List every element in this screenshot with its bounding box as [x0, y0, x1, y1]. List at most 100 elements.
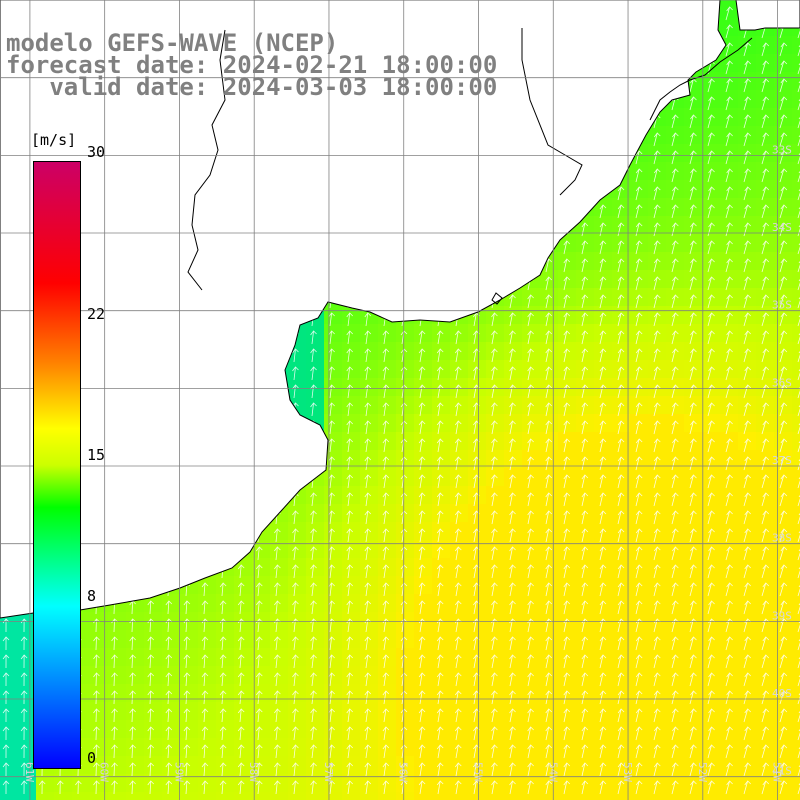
- field-cell: [414, 684, 433, 703]
- field-cell: [792, 720, 800, 739]
- field-cell: [738, 774, 757, 793]
- field-cell: [684, 468, 703, 487]
- field-cell: [378, 450, 397, 469]
- field-cell: [738, 648, 757, 667]
- field-cell: [558, 252, 577, 271]
- field-cell: [738, 666, 757, 685]
- field-cell: [666, 486, 685, 505]
- field-cell: [702, 738, 721, 757]
- field-cell: [324, 738, 343, 757]
- field-cell: [720, 414, 739, 433]
- field-cell: [576, 738, 595, 757]
- field-cell: [702, 468, 721, 487]
- field-cell: [504, 486, 523, 505]
- field-cell: [522, 720, 541, 739]
- field-cell: [540, 450, 559, 469]
- field-cell: [468, 558, 487, 577]
- field-cell: [414, 630, 433, 649]
- field-cell: [720, 0, 739, 19]
- colorbar-tick-30: 30: [87, 143, 106, 161]
- field-cell: [756, 702, 775, 721]
- field-cell: [396, 720, 415, 739]
- field-cell: [648, 756, 667, 775]
- field-cell: [540, 522, 559, 541]
- field-cell: [720, 540, 739, 559]
- field-cell: [720, 792, 739, 800]
- field-cell: [684, 558, 703, 577]
- field-cell: [666, 396, 685, 415]
- field-cell: [702, 324, 721, 343]
- field-cell: [720, 144, 739, 163]
- field-cell: [558, 720, 577, 739]
- field-cell: [576, 684, 595, 703]
- field-cell: [576, 648, 595, 667]
- field-cell: [468, 594, 487, 613]
- field-cell: [0, 702, 19, 721]
- field-cell: [486, 648, 505, 667]
- field-cell: [432, 486, 451, 505]
- field-cell: [612, 774, 631, 793]
- field-cell: [540, 738, 559, 757]
- field-cell: [738, 216, 757, 235]
- field-cell: [630, 738, 649, 757]
- field-cell: [504, 684, 523, 703]
- field-cell: [792, 90, 800, 109]
- field-cell: [738, 252, 757, 271]
- field-cell: [756, 594, 775, 613]
- field-cell: [558, 486, 577, 505]
- latitude-label: 36S: [772, 376, 792, 389]
- field-cell: [342, 450, 361, 469]
- field-cell: [576, 594, 595, 613]
- field-cell: [612, 396, 631, 415]
- field-cell: [666, 504, 685, 523]
- field-cell: [702, 378, 721, 397]
- field-cell: [468, 432, 487, 451]
- field-cell: [612, 720, 631, 739]
- field-cell: [360, 414, 379, 433]
- field-cell: [576, 342, 595, 361]
- field-cell: [432, 756, 451, 775]
- field-cell: [756, 738, 775, 757]
- field-cell: [396, 792, 415, 800]
- field-cell: [720, 180, 739, 199]
- field-cell: [666, 648, 685, 667]
- field-cell: [522, 450, 541, 469]
- field-cell: [360, 396, 379, 415]
- field-cell: [666, 234, 685, 253]
- field-cell: [0, 648, 19, 667]
- field-cell: [360, 684, 379, 703]
- field-cell: [90, 792, 109, 800]
- field-cell: [432, 468, 451, 487]
- field-cell: [702, 306, 721, 325]
- field-cell: [594, 216, 613, 235]
- field-cell: [486, 324, 505, 343]
- field-cell: [486, 666, 505, 685]
- field-cell: [558, 558, 577, 577]
- field-cell: [594, 702, 613, 721]
- field-cell: [630, 252, 649, 271]
- field-cell: [558, 468, 577, 487]
- field-cell: [720, 162, 739, 181]
- field-cell: [684, 144, 703, 163]
- field-cell: [360, 432, 379, 451]
- field-cell: [756, 342, 775, 361]
- field-cell: [684, 378, 703, 397]
- field-cell: [0, 738, 19, 757]
- field-cell: [378, 774, 397, 793]
- field-cell: [612, 540, 631, 559]
- field-cell: [432, 324, 451, 343]
- field-cell: [792, 144, 800, 163]
- field-cell: [666, 252, 685, 271]
- field-cell: [792, 378, 800, 397]
- field-cell: [756, 126, 775, 145]
- field-cell: [72, 774, 91, 793]
- field-cell: [432, 792, 451, 800]
- field-cell: [414, 414, 433, 433]
- field-cell: [684, 684, 703, 703]
- latitude-label: 37S: [772, 454, 792, 467]
- field-cell: [738, 126, 757, 145]
- field-cell: [792, 216, 800, 235]
- field-cell: [702, 756, 721, 775]
- field-cell: [720, 342, 739, 361]
- field-cell: [522, 576, 541, 595]
